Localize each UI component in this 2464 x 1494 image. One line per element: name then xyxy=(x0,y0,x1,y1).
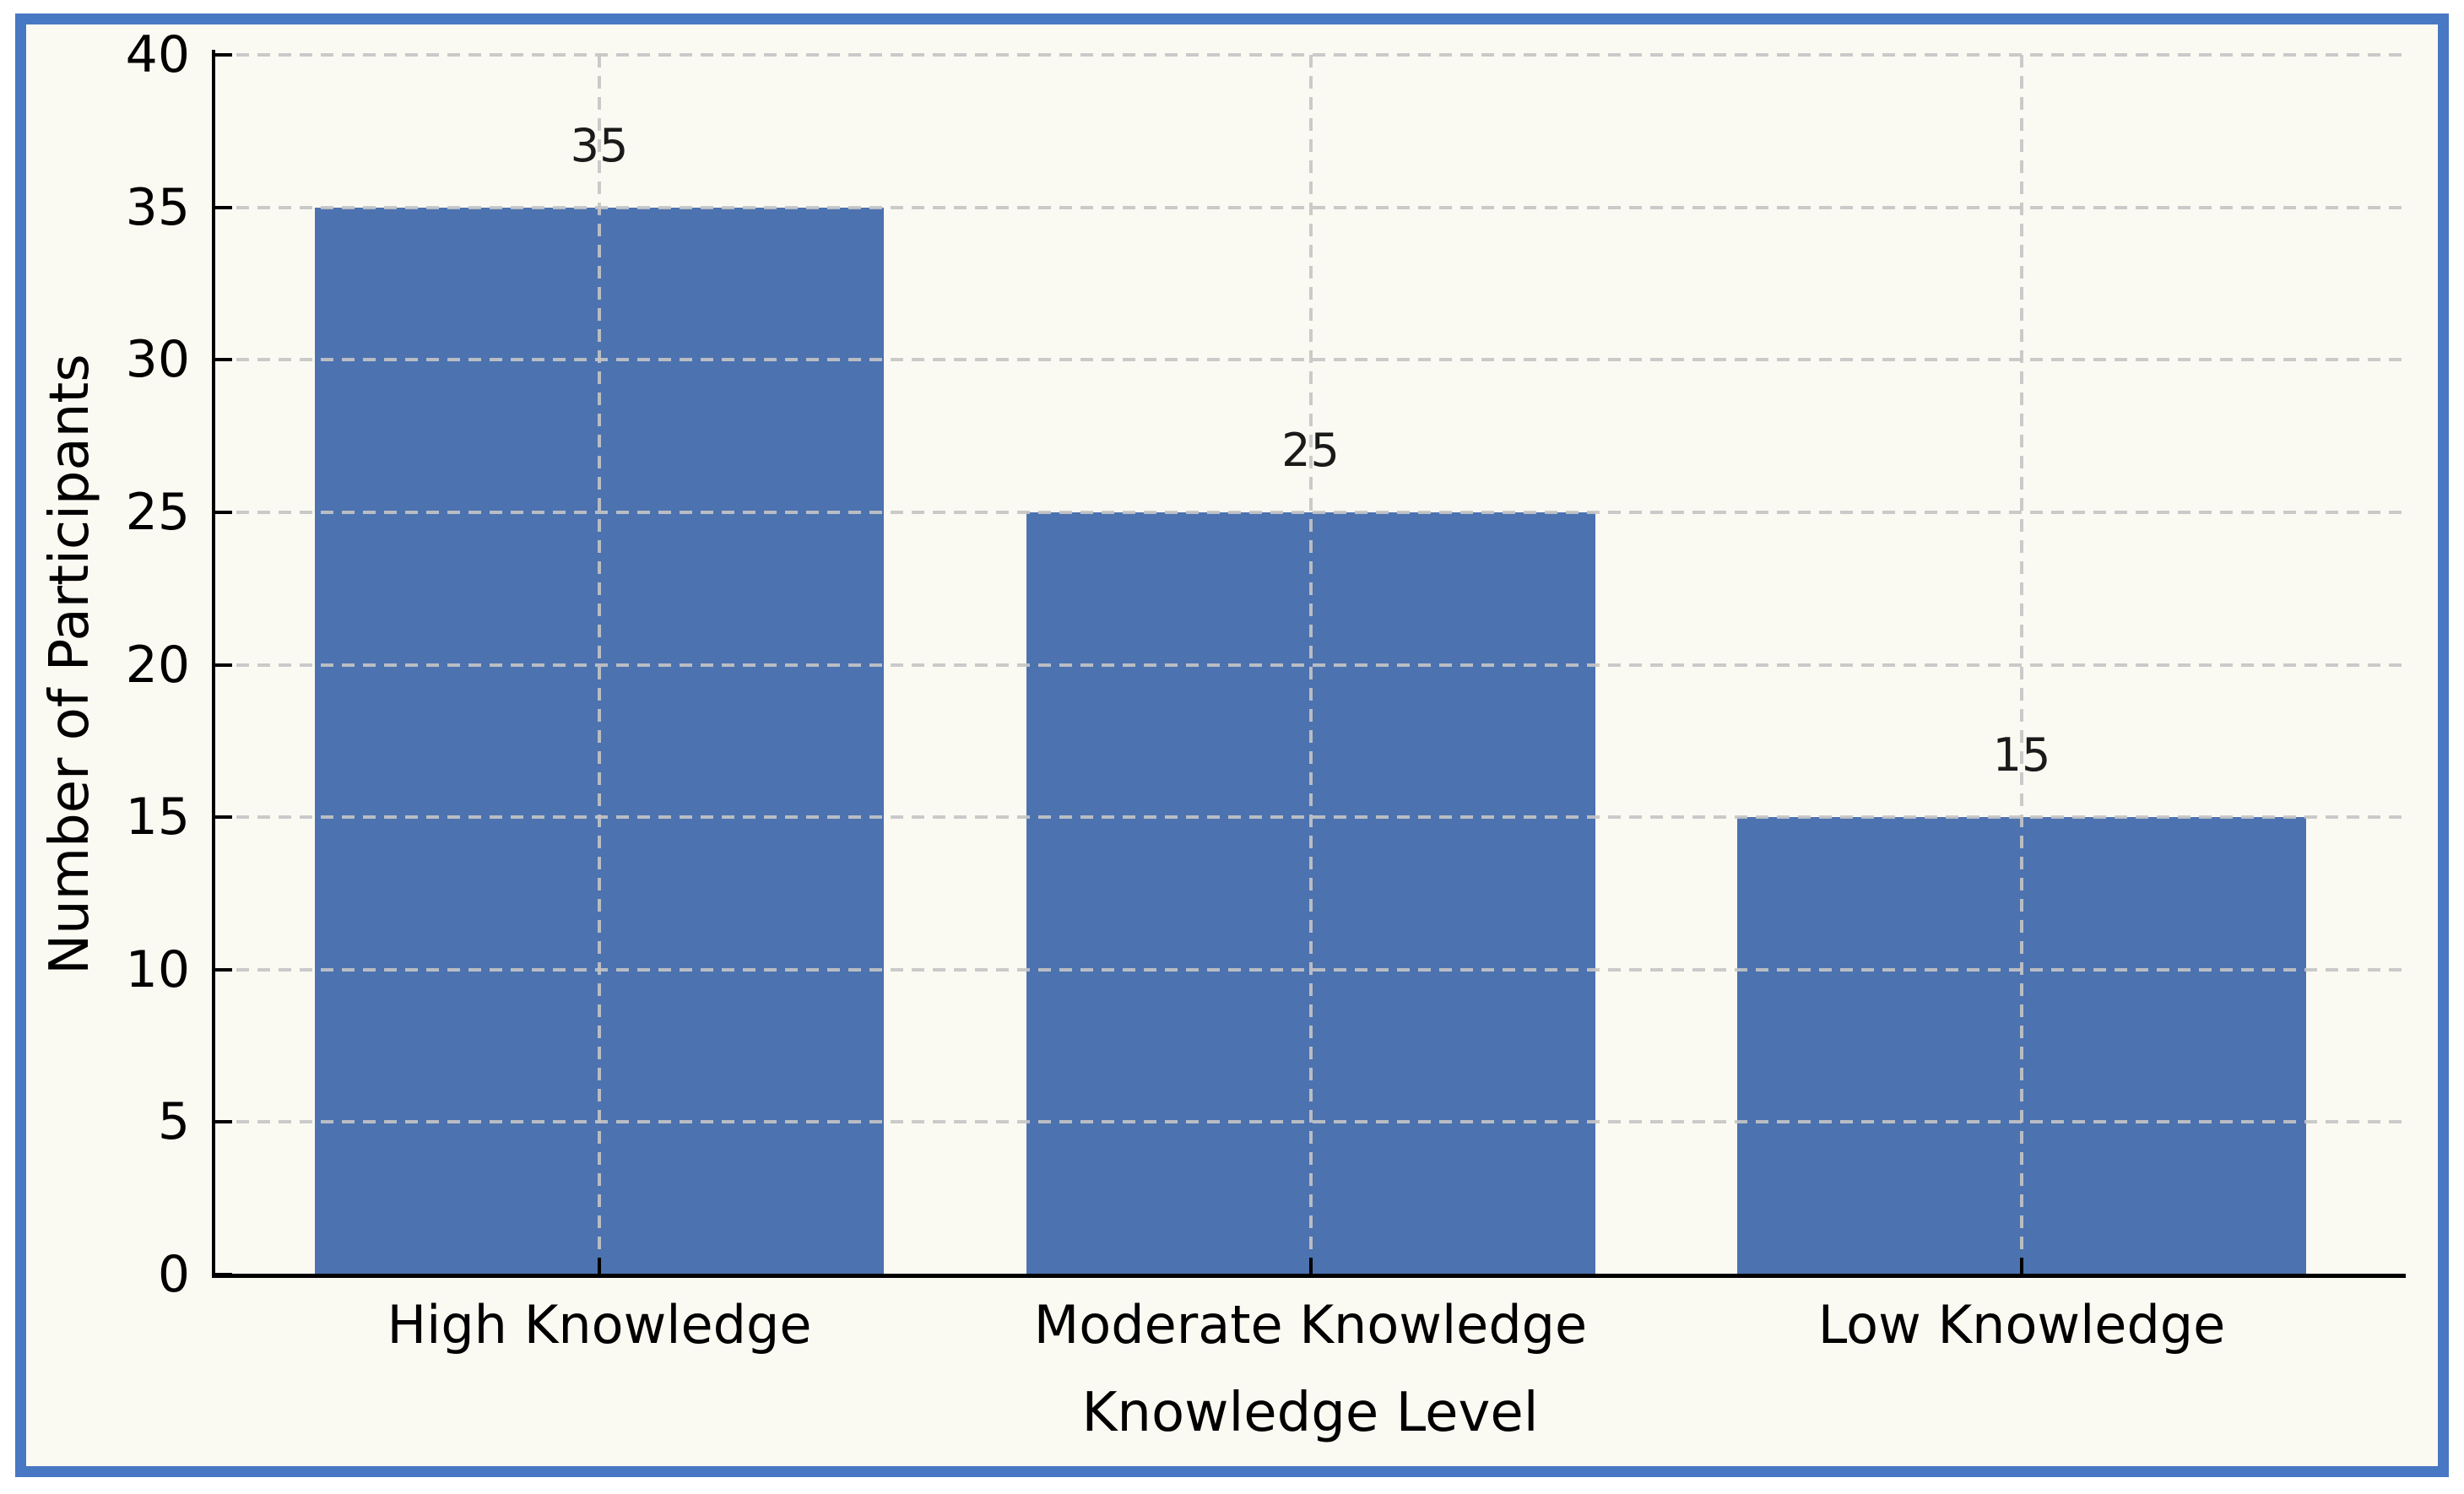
chart-canvas: 0 5 10 15 20 25 30 35 40 High Knowledge 35 Moderate… xyxy=(26,24,2438,1466)
y-tick-mark xyxy=(215,205,232,209)
x-axis-spine xyxy=(212,1274,2406,1278)
y-tick-label: 5 xyxy=(157,1092,190,1152)
x-tick-label: High Knowledge xyxy=(387,1294,812,1356)
plot-area: 0 5 10 15 20 25 30 35 40 High Knowledge 35 Moderate… xyxy=(126,25,2406,1356)
y-tick-mark xyxy=(215,663,232,667)
y-tick-label: 35 xyxy=(125,177,190,237)
y-tick-label: 15 xyxy=(125,788,190,847)
y-tick-mark xyxy=(215,1120,232,1124)
y-tick-label: 30 xyxy=(125,330,190,390)
v-gridline xyxy=(598,55,601,1275)
x-tick-label: Low Knowledge xyxy=(1817,1294,2226,1356)
bar-value-label: 35 xyxy=(570,118,629,172)
figure-frame: 0 5 10 15 20 25 30 35 40 High Knowledge 35 Moderate… xyxy=(15,14,2449,1477)
x-tick-label: Moderate Knowledge xyxy=(1033,1294,1588,1356)
v-gridline xyxy=(1308,55,1313,1275)
x-tick-mark xyxy=(598,1258,601,1275)
x-tick-mark xyxy=(1308,1258,1313,1275)
bar-value-label: 25 xyxy=(1281,423,1340,477)
y-axis-spine xyxy=(212,50,215,1275)
y-tick-mark xyxy=(215,53,232,57)
x-axis-label: Knowledge Level xyxy=(1081,1382,1539,1444)
y-tick-mark xyxy=(215,1273,232,1276)
y-tick-label: 25 xyxy=(125,482,190,542)
v-gridline xyxy=(2020,55,2023,1275)
y-axis-label: Number of Participants xyxy=(39,354,101,975)
y-tick-mark xyxy=(215,510,232,514)
y-tick-label: 0 xyxy=(157,1245,190,1304)
y-tick-label: 10 xyxy=(125,939,190,999)
y-tick-mark xyxy=(215,815,232,820)
y-tick-mark xyxy=(215,967,232,972)
y-tick-label: 40 xyxy=(125,25,190,84)
bar-value-label: 15 xyxy=(1992,728,2051,782)
y-tick-mark xyxy=(215,358,232,362)
x-tick-mark xyxy=(2020,1258,2023,1275)
y-tick-label: 20 xyxy=(125,635,190,695)
